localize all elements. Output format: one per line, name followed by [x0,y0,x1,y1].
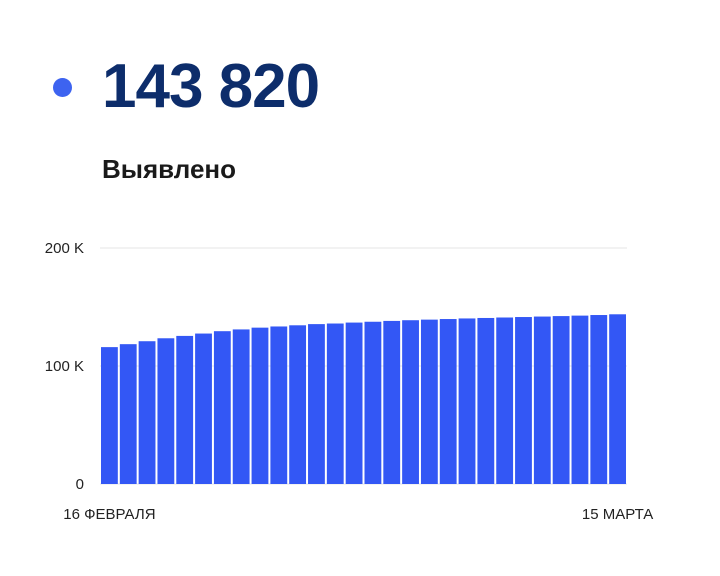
bar[interactable] [402,320,419,484]
x-tick-label: 15 МАРТА [582,506,653,523]
bar[interactable] [515,317,532,484]
bar[interactable] [308,324,325,484]
bar[interactable] [383,320,401,484]
bar[interactable] [289,325,307,484]
bar[interactable] [590,315,608,484]
bar[interactable] [552,316,570,484]
bar[interactable] [157,338,175,484]
bar[interactable] [195,333,212,484]
stat-value: 143 820 [102,52,320,121]
bar[interactable] [251,327,269,484]
bar[interactable] [213,331,231,484]
bar[interactable] [458,318,476,484]
bar[interactable] [364,321,382,484]
bar[interactable] [232,329,250,484]
bar[interactable] [270,326,288,484]
stat-label: Выявлено [102,154,237,184]
bar[interactable] [439,319,457,484]
y-tick-label: 100 K [45,358,84,375]
bar[interactable] [609,314,626,484]
y-tick-label: 0 [76,476,84,493]
x-tick-label: 16 ФЕВРАЛЯ [63,506,155,523]
stat-dot-icon [53,78,72,97]
bar[interactable] [533,316,551,484]
bar[interactable] [119,344,137,484]
bar[interactable] [571,315,589,484]
bar[interactable] [496,317,514,484]
bar[interactable] [138,341,156,484]
bar[interactable] [101,347,118,484]
bar[interactable] [477,317,495,484]
bar[interactable] [345,322,363,484]
bar[interactable] [420,319,438,484]
bar[interactable] [176,335,194,484]
bar[interactable] [326,323,344,484]
y-tick-label: 200 K [45,240,84,257]
